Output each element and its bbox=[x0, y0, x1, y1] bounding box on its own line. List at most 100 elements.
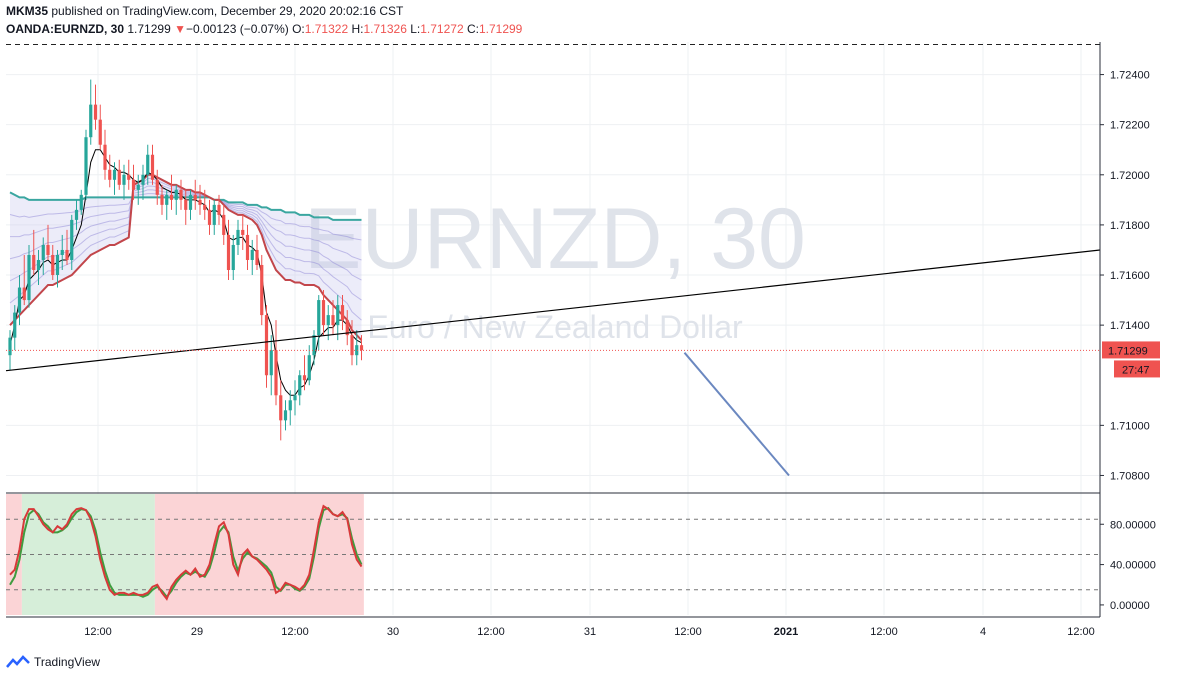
candle-body bbox=[236, 229, 240, 245]
candle-body bbox=[84, 137, 88, 195]
price-badge-text: 1.71299 bbox=[1108, 345, 1148, 357]
time-tick-label: 31 bbox=[584, 626, 596, 638]
time-tick-label: 12:00 bbox=[674, 626, 702, 638]
candle-body bbox=[350, 335, 354, 356]
candle-body bbox=[293, 395, 297, 401]
candle-body bbox=[103, 144, 107, 170]
price-change: −0.00123 (−0.07%) bbox=[185, 22, 289, 36]
price-tick-label: 1.71800 bbox=[1110, 220, 1150, 232]
candle-body bbox=[241, 229, 245, 235]
candle-body bbox=[340, 305, 345, 321]
tradingview-logo-icon[interactable] bbox=[6, 655, 30, 669]
candle-body bbox=[60, 249, 64, 255]
candle-body bbox=[298, 375, 302, 396]
price-tick-label: 1.72400 bbox=[1110, 70, 1150, 82]
candle-body bbox=[13, 312, 17, 338]
symbol-label[interactable]: OANDA:EURNZD, 30 bbox=[6, 22, 125, 36]
time-tick-label: 4 bbox=[980, 626, 986, 638]
open-label: O: bbox=[292, 22, 305, 36]
publish-line: MKM35 published on TradingView.com, Dece… bbox=[6, 4, 403, 18]
price-tick-label: 1.71000 bbox=[1110, 420, 1150, 432]
candle-body bbox=[217, 204, 221, 215]
candles bbox=[8, 79, 364, 441]
candle-body bbox=[155, 179, 159, 195]
candle-body bbox=[307, 355, 311, 381]
close-label: C: bbox=[466, 22, 479, 36]
drawings[interactable] bbox=[5, 44, 1101, 477]
candle-body bbox=[27, 254, 31, 301]
time-tick-label: 12:00 bbox=[870, 626, 898, 638]
candle-body bbox=[264, 315, 269, 376]
time-tick-label: 12:00 bbox=[1067, 626, 1095, 638]
footer: TradingView bbox=[6, 655, 100, 669]
candle-body bbox=[193, 194, 197, 200]
candle-body bbox=[359, 345, 364, 351]
candle-body bbox=[198, 199, 202, 205]
legend-line: OANDA:EURNZD, 30 1.71299 ▼−0.00123 (−0.0… bbox=[6, 22, 522, 36]
candle-body bbox=[136, 184, 140, 190]
candle-body bbox=[32, 254, 36, 271]
candle-body bbox=[41, 244, 45, 260]
time-tick-label: 12:00 bbox=[477, 626, 505, 638]
price-tick-label: 1.71400 bbox=[1110, 320, 1150, 332]
stoch-d-line bbox=[9, 506, 363, 599]
candle-body bbox=[179, 189, 183, 200]
high-value: 1.71326 bbox=[363, 22, 407, 36]
candle-body bbox=[169, 194, 174, 200]
candle-body bbox=[317, 300, 321, 336]
stoch-levels bbox=[6, 518, 1100, 591]
candle-body bbox=[207, 209, 212, 225]
candle-body bbox=[222, 214, 226, 235]
candle-body bbox=[98, 119, 102, 145]
candle-body bbox=[36, 259, 41, 271]
time-tick-label: 2021 bbox=[774, 626, 798, 638]
candle-body bbox=[188, 194, 193, 210]
candle-body bbox=[288, 400, 292, 411]
price-tick-label: 1.70800 bbox=[1110, 470, 1150, 482]
candle-body bbox=[231, 244, 235, 271]
author-name[interactable]: MKM35 bbox=[6, 4, 49, 18]
projection-line bbox=[683, 352, 790, 477]
candle-body bbox=[255, 249, 259, 265]
candle-body bbox=[212, 204, 216, 225]
countdown-badge bbox=[1114, 360, 1160, 378]
candle-body bbox=[22, 287, 26, 301]
stoch-tick-label: 40.00000 bbox=[1110, 560, 1156, 572]
axes: 1.72400 1.72200 1.72000 1.71800 1.71600 1.714… bbox=[6, 42, 1156, 638]
trendline bbox=[5, 249, 1101, 372]
candle-body bbox=[203, 204, 207, 210]
candle-body bbox=[326, 315, 330, 326]
candle-body bbox=[184, 199, 188, 210]
countdown-badge-text: 27:47 bbox=[1122, 364, 1150, 376]
watermark-symbol: EURNZD, 30 bbox=[304, 191, 806, 287]
price-tick-label: 1.72200 bbox=[1110, 120, 1150, 132]
close-value: 1.71299 bbox=[478, 22, 523, 36]
candle-body bbox=[174, 189, 178, 200]
brand-name[interactable]: TradingView bbox=[34, 655, 101, 669]
candle-body bbox=[127, 174, 131, 180]
candle-body bbox=[226, 234, 231, 271]
candle-body bbox=[165, 194, 169, 205]
candle-body bbox=[8, 337, 12, 356]
price-tick-label: 1.72000 bbox=[1110, 170, 1150, 182]
candle-body bbox=[17, 287, 22, 313]
candle-body bbox=[331, 315, 335, 326]
candle-body bbox=[245, 234, 250, 260]
candle-body bbox=[269, 350, 273, 376]
watermark-name: Euro / New Zealand Dollar bbox=[367, 309, 743, 345]
price-badge bbox=[1102, 341, 1160, 359]
candle-body bbox=[122, 174, 126, 185]
candle-body bbox=[112, 169, 117, 180]
candle-body bbox=[141, 174, 145, 185]
candle-body bbox=[279, 395, 283, 421]
candle-body bbox=[65, 249, 69, 260]
candle-body bbox=[131, 179, 136, 190]
candle-body bbox=[321, 300, 326, 326]
price-tick-label: 1.71600 bbox=[1110, 270, 1150, 282]
ema-ribbon-fill bbox=[10, 174, 362, 341]
stoch-tick-label: 80.00000 bbox=[1110, 519, 1156, 531]
open-value: 1.71322 bbox=[304, 22, 349, 36]
high-label: H: bbox=[351, 22, 364, 36]
candle-body bbox=[79, 194, 83, 210]
